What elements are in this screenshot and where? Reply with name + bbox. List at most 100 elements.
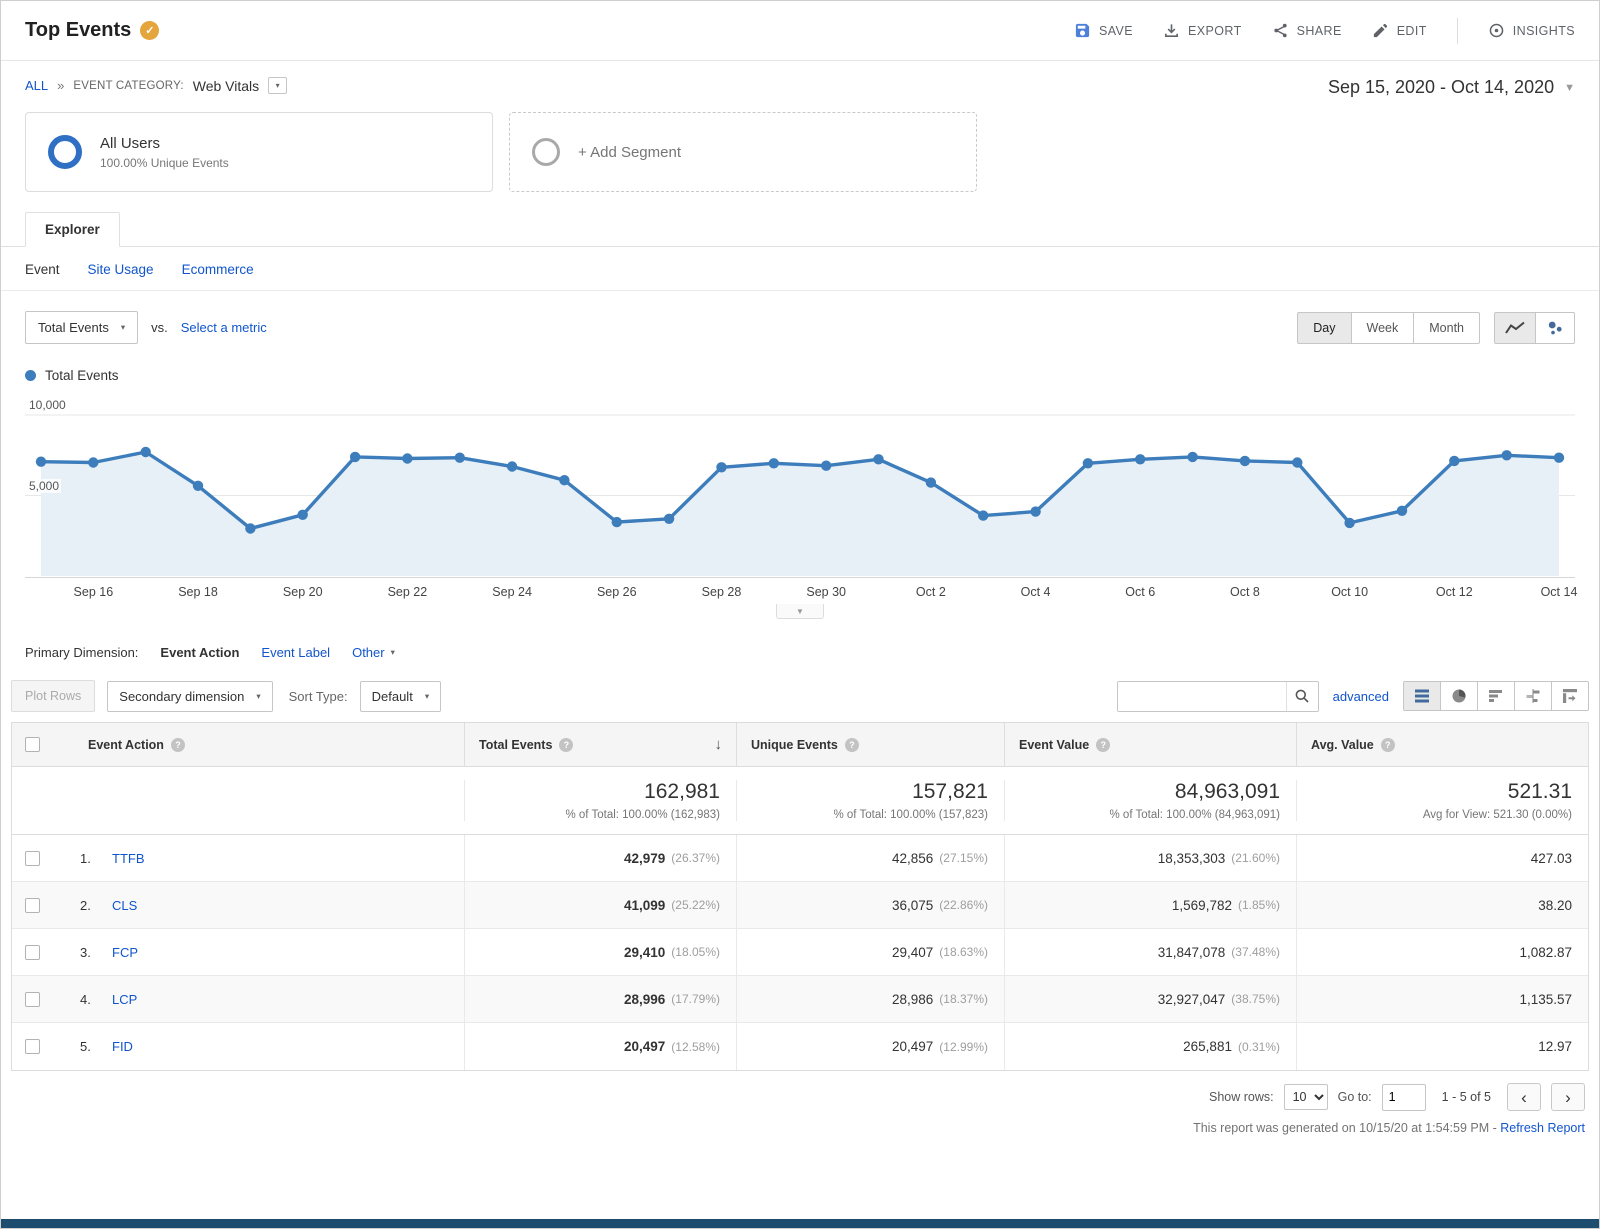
event-action-link[interactable]: CLS [112, 897, 138, 913]
event-action-link[interactable]: FCP [112, 944, 138, 960]
segment-all-users[interactable]: All Users 100.00% Unique Events [25, 112, 493, 192]
select-all-checkbox[interactable] [24, 737, 40, 752]
event-value-total-pct: % of Total: 100.00% (84,963,091) [1109, 809, 1281, 821]
search-icon [1295, 689, 1309, 703]
avg-value-total-pct: Avg for View: 521.30 (0.00%) [1422, 809, 1572, 821]
percentage-view-button[interactable] [1440, 681, 1478, 711]
data-table-icon [1415, 689, 1429, 703]
report-actions: SAVE EXPORT SHARE EDIT INSIGHTS [1074, 17, 1575, 44]
sort-desc-icon: ↓ [714, 736, 723, 753]
help-icon[interactable]: ? [170, 737, 185, 752]
x-axis-label: Oct 8 [1229, 585, 1260, 599]
caret-down-icon: ▾ [256, 690, 261, 701]
edit-button[interactable]: EDIT [1372, 22, 1427, 39]
events-line-chart[interactable] [25, 391, 1575, 577]
unique-events-pct: (27.15%) [939, 851, 988, 865]
dimension-event-action[interactable]: Event Action [160, 645, 240, 660]
search-button[interactable] [1285, 681, 1318, 711]
edit-label: EDIT [1396, 23, 1427, 38]
add-segment-button[interactable]: + Add Segment [509, 112, 977, 192]
tab-explorer[interactable]: Explorer [25, 212, 120, 247]
row-checkbox[interactable] [24, 991, 40, 1007]
help-icon[interactable]: ? [559, 737, 574, 752]
x-axis-label: Sep 30 [806, 585, 846, 599]
table-row: 4. LCP 28,996 (17.79%) 28,986 (18.37%) 32,… [12, 976, 1588, 1023]
caret-down-icon: ▼ [796, 606, 804, 616]
unique-events-value: 29,407 [892, 944, 934, 960]
column-header-event-value[interactable]: Event Value ? [1004, 723, 1296, 766]
granularity-week-button[interactable]: Week [1350, 311, 1415, 344]
goto-page-input[interactable] [1381, 1083, 1426, 1111]
subtab-event[interactable]: Event [25, 262, 60, 277]
plot-rows-button[interactable]: Plot Rows [11, 680, 96, 712]
help-icon[interactable]: ? [844, 737, 859, 752]
chart-expander-button[interactable]: ▼ [776, 604, 824, 619]
help-icon[interactable]: ? [1380, 737, 1395, 752]
event-value-pct: (0.31%) [1237, 1039, 1280, 1054]
select-metric-link[interactable]: Select a metric [180, 320, 267, 335]
row-checkbox[interactable] [24, 897, 40, 913]
edit-icon [1373, 23, 1387, 38]
total-events-pct: (18.05%) [671, 945, 720, 959]
next-page-button[interactable]: › [1551, 1083, 1585, 1111]
caret-down-icon: ▾ [424, 690, 430, 701]
row-range-label: 1 - 5 of 5 [1441, 1090, 1491, 1104]
category-dropdown-button[interactable]: ▾ [268, 77, 288, 94]
sort-type-label: Sort Type: [288, 688, 348, 704]
refresh-report-link[interactable]: Refresh Report [1500, 1121, 1585, 1135]
column-header-unique-events[interactable]: Unique Events ? [736, 723, 1004, 766]
x-axis-label: Oct 14 [1540, 585, 1578, 599]
subtab-site-usage[interactable]: Site Usage [87, 262, 154, 277]
prev-page-button[interactable]: ‹ [1507, 1083, 1541, 1111]
share-button[interactable]: SHARE [1272, 22, 1342, 39]
legend-label: Total Events [45, 368, 119, 383]
event-action-link[interactable]: FID [112, 1039, 133, 1054]
export-button[interactable]: EXPORT [1163, 22, 1242, 39]
total-events-value: 41,099 [624, 897, 666, 913]
events-table: Event Action ? Total Events ? ↓ Unique E… [11, 722, 1589, 1071]
unique-events-value: 28,986 [892, 991, 934, 1007]
row-checkbox[interactable] [24, 1039, 40, 1054]
line-chart-icon [1505, 321, 1525, 334]
row-checkbox[interactable] [24, 944, 40, 960]
granularity-day-button[interactable]: Day [1297, 311, 1352, 344]
line-chart-view-button[interactable] [1494, 311, 1536, 344]
pivot-view-button[interactable] [1551, 681, 1589, 711]
table-search [1116, 680, 1319, 712]
breadcrumb-all-link[interactable]: ALL [25, 78, 49, 93]
secondary-dimension-button[interactable]: Secondary dimension ▾ [107, 680, 273, 712]
unique-events-value: 42,856 [892, 850, 934, 866]
motion-chart-view-button[interactable] [1535, 311, 1575, 344]
metric-bar: Total Events ▾ vs. Select a metric Day W… [1, 291, 1599, 346]
metric-selector[interactable]: Total Events ▾ [25, 311, 139, 344]
row-checkbox[interactable] [24, 850, 40, 866]
save-button[interactable]: SAVE [1074, 22, 1133, 39]
subtab-ecommerce[interactable]: Ecommerce [181, 262, 254, 277]
comparison-icon [1526, 689, 1540, 703]
comparison-view-button[interactable] [1514, 681, 1552, 711]
column-header-avg-value[interactable]: Avg. Value ? [1296, 723, 1588, 766]
event-value-value: 31,847,078 [1157, 944, 1226, 960]
table-search-input[interactable] [1117, 681, 1286, 711]
event-value-value: 265,881 [1183, 1039, 1232, 1054]
column-header-event-action[interactable]: Event Action ? [52, 723, 464, 766]
avg-value-total: 521.31 [1507, 780, 1572, 803]
sort-type-button[interactable]: Default ▾ [359, 680, 442, 712]
primary-dimension-bar: Primary Dimension: Event Action Event La… [1, 619, 1599, 672]
granularity-month-button[interactable]: Month [1413, 311, 1480, 344]
advanced-search-link[interactable]: advanced [1332, 688, 1389, 704]
event-value-total: 84,963,091 [1174, 780, 1280, 803]
event-action-link[interactable]: LCP [112, 991, 138, 1007]
data-view-button[interactable] [1403, 681, 1441, 711]
dimension-other[interactable]: Other ▾ [352, 645, 395, 660]
column-header-total-events[interactable]: Total Events ? ↓ [464, 723, 736, 766]
total-events-value: 42,979 [624, 850, 666, 866]
dimension-event-label[interactable]: Event Label [261, 645, 331, 660]
x-axis-label: Sep 24 [492, 585, 532, 599]
date-range-selector[interactable]: Sep 15, 2020 - Oct 14, 2020 ▼ [1328, 77, 1575, 98]
show-rows-select[interactable]: 10 [1283, 1084, 1328, 1110]
performance-view-button[interactable] [1477, 681, 1515, 711]
insights-button[interactable]: INSIGHTS [1488, 22, 1575, 39]
event-action-link[interactable]: TTFB [112, 850, 145, 866]
help-icon[interactable]: ? [1096, 737, 1111, 752]
